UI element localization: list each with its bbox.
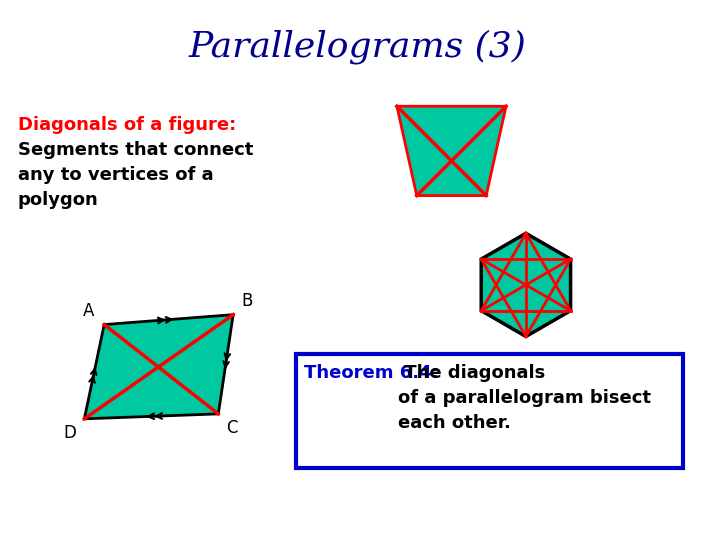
Text: Segments that connect
any to vertices of a
polygon: Segments that connect any to vertices of… bbox=[18, 141, 253, 209]
Text: Parallelograms (3): Parallelograms (3) bbox=[188, 30, 526, 64]
FancyBboxPatch shape bbox=[296, 354, 683, 469]
Text: Theorem 6.4:: Theorem 6.4: bbox=[304, 364, 438, 382]
Text: B: B bbox=[241, 292, 253, 310]
Polygon shape bbox=[84, 315, 233, 419]
Polygon shape bbox=[397, 106, 506, 195]
Text: Diagonals of a figure:: Diagonals of a figure: bbox=[18, 116, 236, 134]
Text: The diagonals
of a parallelogram bisect
each other.: The diagonals of a parallelogram bisect … bbox=[398, 364, 651, 432]
Text: D: D bbox=[63, 424, 76, 442]
Polygon shape bbox=[481, 233, 570, 336]
Text: A: A bbox=[83, 302, 94, 320]
Text: C: C bbox=[226, 419, 238, 437]
